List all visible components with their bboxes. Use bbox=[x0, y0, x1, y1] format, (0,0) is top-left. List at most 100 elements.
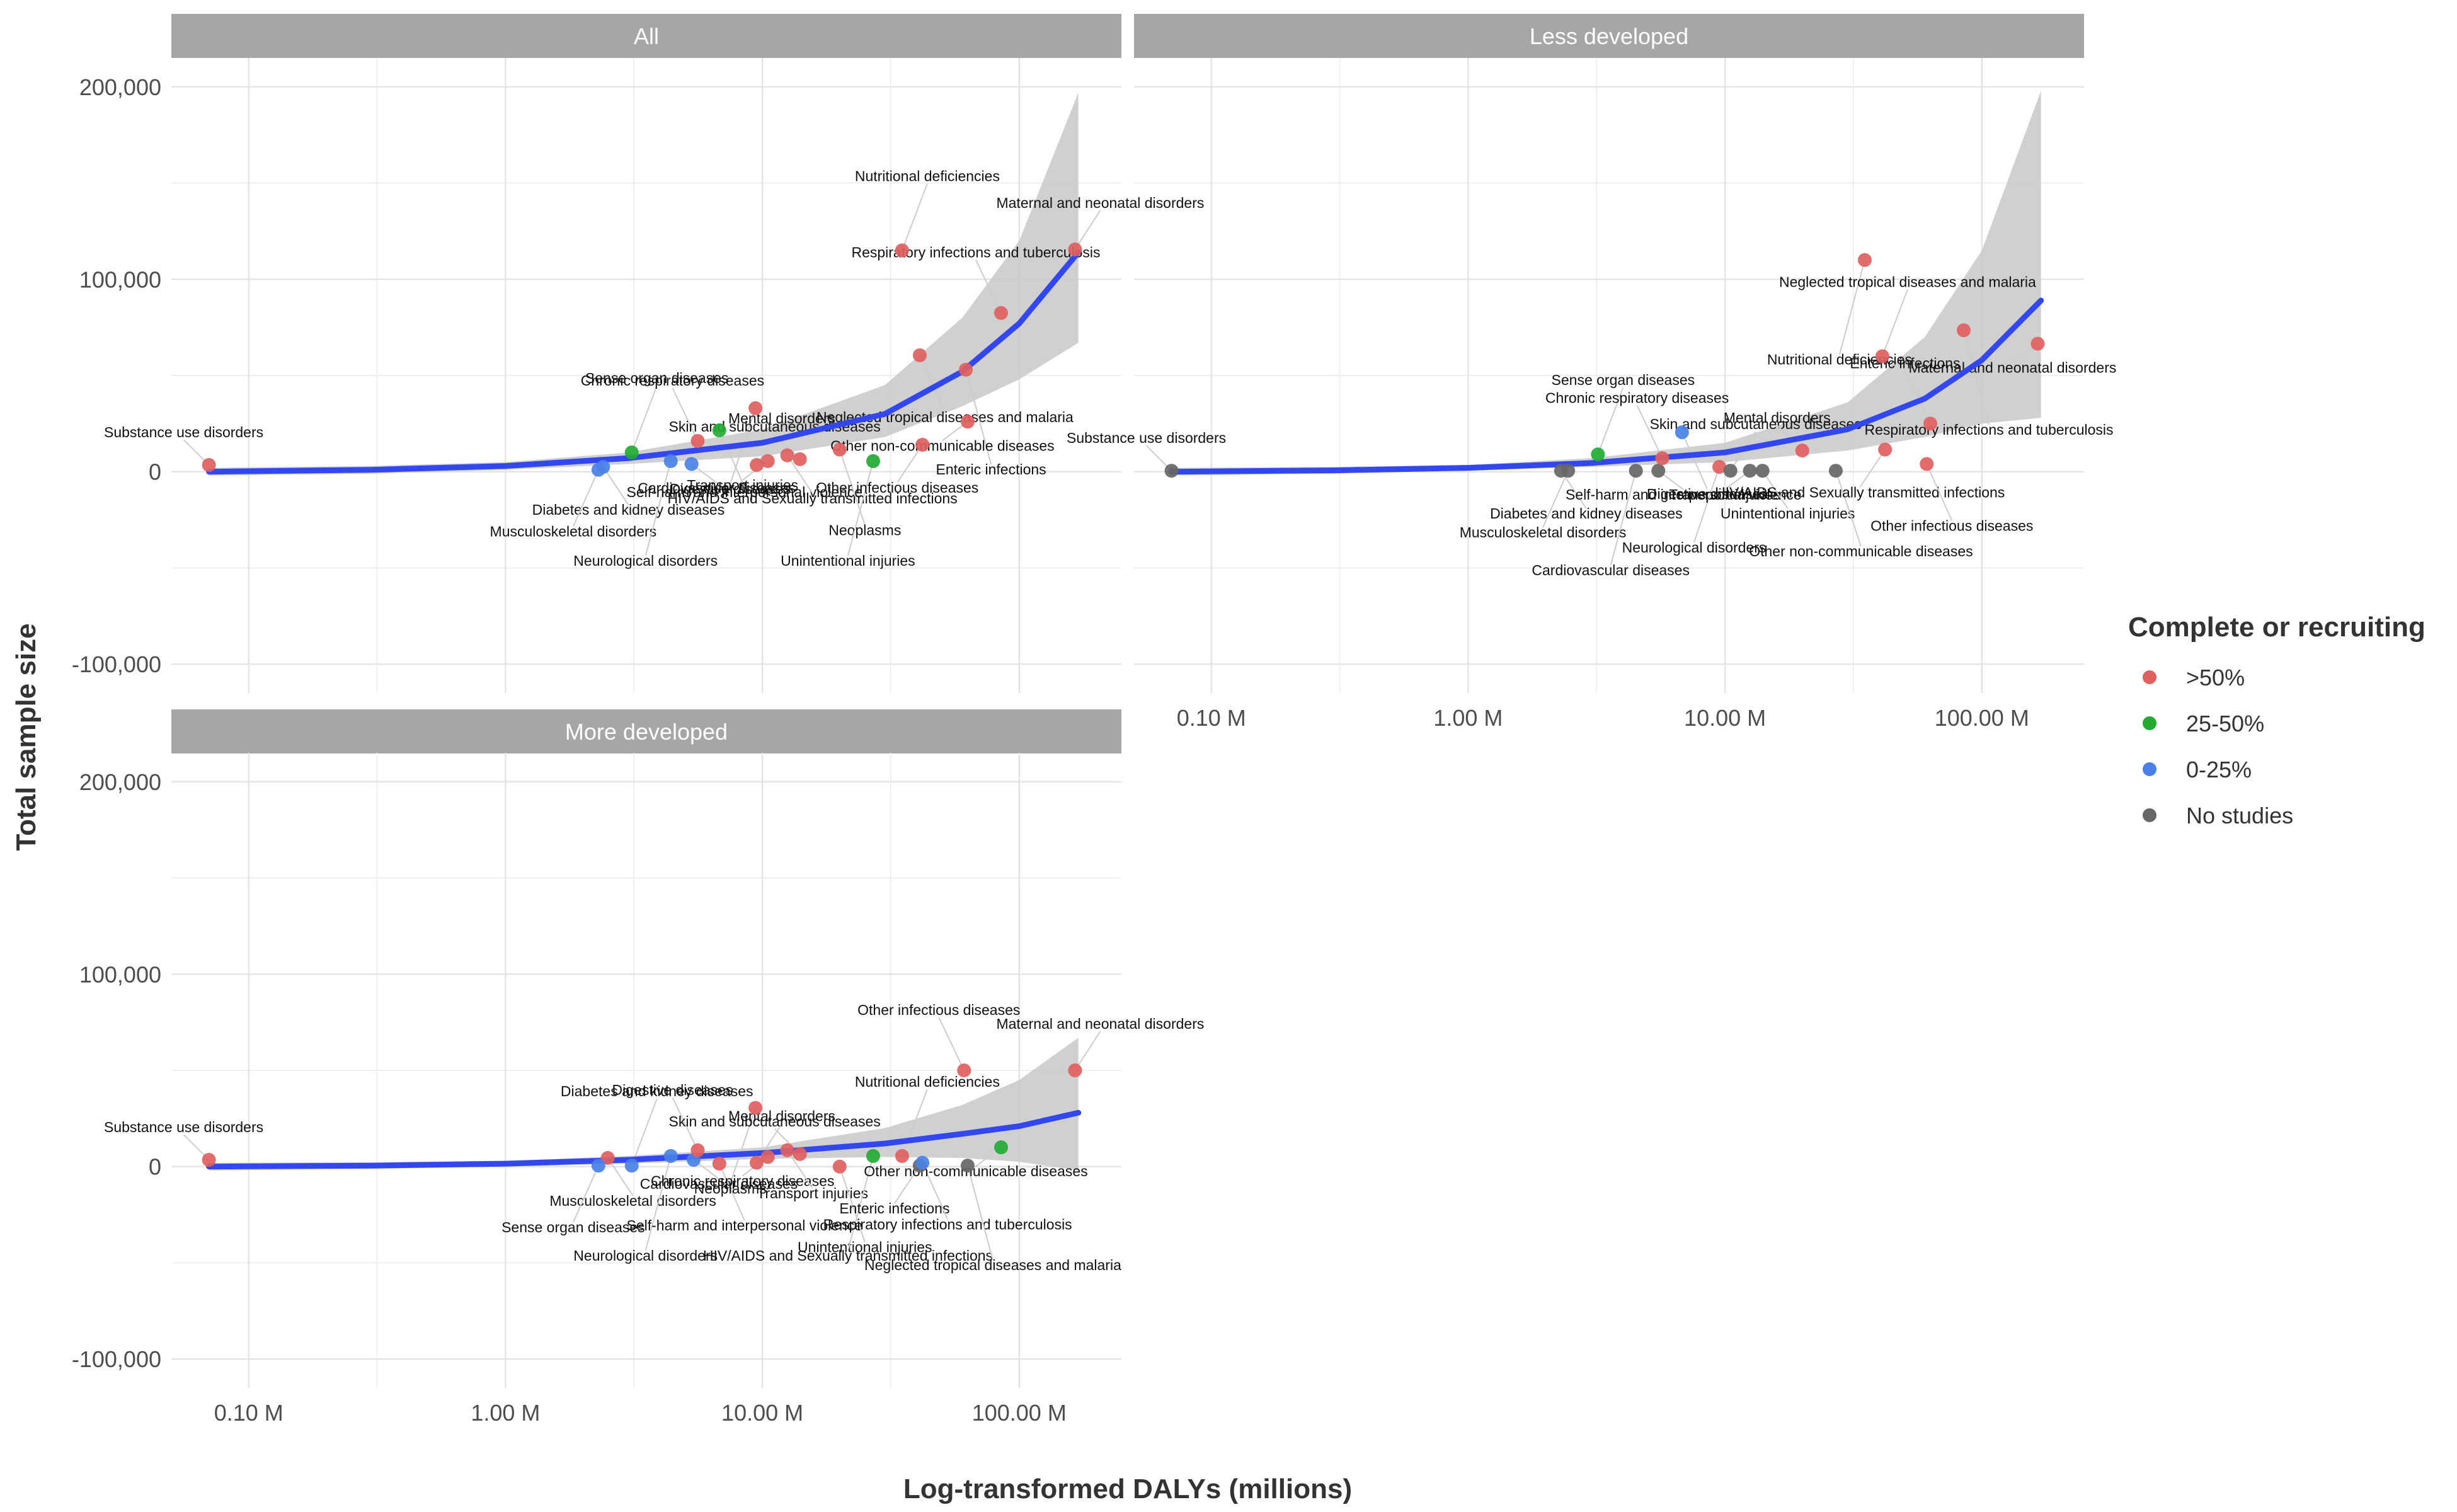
point-label: Cardiovascular diseases bbox=[640, 1176, 798, 1192]
legend-swatch bbox=[2143, 670, 2156, 684]
data-point bbox=[1712, 460, 1727, 474]
label-leader-line bbox=[1926, 464, 1953, 521]
data-point bbox=[750, 1155, 764, 1170]
point-label: Transport injuries bbox=[687, 477, 798, 493]
x-tick-label: 100.00 M bbox=[972, 1400, 1067, 1426]
data-point bbox=[895, 1148, 909, 1163]
point-label: Neurological disorders bbox=[573, 1247, 718, 1264]
data-point bbox=[915, 1155, 930, 1170]
y-axis-title: Total sample size bbox=[11, 623, 42, 850]
label-leader-line bbox=[644, 1155, 672, 1251]
data-point bbox=[994, 1140, 1008, 1155]
label-leader-line bbox=[1761, 470, 1789, 509]
point-label: Sense organ diseases bbox=[501, 1219, 645, 1235]
label-leader-line bbox=[847, 461, 874, 556]
point-label: Neoplasms bbox=[694, 1181, 767, 1197]
label-leader-line bbox=[901, 1089, 928, 1157]
label-leader-line bbox=[1881, 289, 1908, 357]
x-tick-label: 0.10 M bbox=[214, 1400, 284, 1426]
point-label: Mental disorders bbox=[1724, 410, 1831, 426]
data-point bbox=[690, 1143, 705, 1157]
label-leader-line bbox=[607, 1157, 634, 1196]
label-leader-line bbox=[631, 1098, 658, 1166]
data-point bbox=[780, 1143, 794, 1157]
data-point bbox=[750, 458, 764, 472]
data-point bbox=[712, 423, 726, 438]
point-label: Digestive diseases bbox=[670, 481, 791, 497]
point-label: Other non-communicable diseases bbox=[830, 437, 1054, 454]
label-leader-line bbox=[756, 425, 782, 466]
facet-strip bbox=[171, 14, 1121, 58]
y-tick-label: -100,000 bbox=[72, 651, 161, 677]
data-point bbox=[1755, 464, 1770, 478]
point-label: Transport injuries bbox=[757, 1185, 868, 1201]
label-leader-line bbox=[1693, 466, 1720, 543]
point-label: Skin and subcutaneous diseases bbox=[669, 1113, 881, 1130]
trend-line bbox=[1169, 297, 2044, 475]
legend-swatch bbox=[2143, 808, 2156, 822]
point-label: Nutritional deficiencies bbox=[855, 168, 1000, 184]
legend-label: No studies bbox=[2186, 803, 2293, 828]
facet-strip bbox=[171, 709, 1121, 753]
data-point bbox=[1923, 416, 1937, 431]
point-label: Enteric infections bbox=[936, 461, 1046, 478]
point-label: Mental disorders bbox=[728, 410, 835, 427]
point-label: Cardiovascular diseases bbox=[638, 480, 796, 496]
label-leader-line bbox=[1074, 1031, 1101, 1071]
point-label: Transport injuries bbox=[1669, 486, 1780, 503]
panel-less-developed: Less developed 0.10 M 1.00 M 10.00 M 100.00 … bbox=[1067, 14, 2116, 731]
label-leader-line bbox=[1597, 387, 1624, 455]
data-point bbox=[1723, 464, 1738, 478]
x-tick-label: 0.10 M bbox=[1177, 705, 1246, 731]
point-label: Diabetes and kidney diseases bbox=[1490, 505, 1683, 522]
label-leader-line bbox=[1963, 329, 1990, 425]
trend-line bbox=[206, 249, 1082, 475]
data-point bbox=[1629, 464, 1643, 478]
data-point bbox=[591, 462, 605, 477]
label-leader-line bbox=[1681, 432, 1708, 490]
data-point bbox=[202, 1153, 216, 1167]
point-label: Other infectious diseases bbox=[1870, 518, 2033, 534]
label-leader-line bbox=[786, 455, 813, 494]
y-tick-label: 0 bbox=[149, 1154, 161, 1180]
point-label: Digestive diseases bbox=[1647, 486, 1768, 502]
facet-strip-label: Less developed bbox=[1530, 23, 1688, 49]
point-label: Nutritional deficiencies bbox=[855, 1074, 1000, 1090]
label-leader-line bbox=[894, 1165, 920, 1204]
legend-items: >50% 25-50% 0-25% No studies bbox=[2143, 665, 2293, 828]
label-leader-line bbox=[1835, 470, 1862, 547]
point-label: Sense organ diseases bbox=[585, 370, 729, 386]
data-point bbox=[684, 457, 699, 471]
point-label: Other non-communicable diseases bbox=[864, 1163, 1087, 1179]
data-point bbox=[1068, 242, 1082, 256]
data-point bbox=[690, 433, 705, 448]
y-tick-label: 100,000 bbox=[79, 961, 161, 987]
point-label: Self-harm and interpersonal violence bbox=[627, 1217, 863, 1234]
legend: Complete or recruiting >50% 25-50% 0-25% No… bbox=[2128, 612, 2426, 828]
data-point bbox=[1878, 442, 1893, 457]
label-leader-line bbox=[847, 1155, 874, 1251]
label-leader-line bbox=[572, 469, 599, 527]
y-tick-label: 0 bbox=[149, 459, 161, 485]
legend-label: 0-25% bbox=[2186, 757, 2252, 782]
facet-strip-label: More developed bbox=[565, 719, 728, 745]
label-leader-line bbox=[922, 1162, 949, 1220]
point-label: HIV/AIDS and Sexually transmitted infect… bbox=[667, 490, 957, 507]
data-point bbox=[1875, 349, 1889, 364]
x-tick-label: 100.00 M bbox=[1935, 705, 2029, 731]
legend-swatch bbox=[2143, 716, 2156, 730]
point-label: Neoplasms bbox=[828, 522, 901, 539]
data-point bbox=[895, 243, 909, 258]
point-label: Unintentional injuries bbox=[1721, 505, 1855, 522]
point-label: Enteric infections bbox=[839, 1200, 949, 1217]
point-label: Respiratory infections and tuberculosis bbox=[823, 1217, 1072, 1233]
confidence-band bbox=[209, 1038, 1079, 1171]
data-point bbox=[959, 362, 973, 377]
label-leader-line bbox=[672, 1097, 699, 1151]
data-point bbox=[1068, 1063, 1082, 1077]
y-tick-label: 200,000 bbox=[79, 74, 161, 100]
panel-all: All -100,000 0 100,000 200,000 Substance use … bbox=[72, 14, 1204, 693]
label-leader-line bbox=[572, 1165, 599, 1223]
point-label: Neurological disorders bbox=[1622, 539, 1767, 556]
point-label: Unintentional injuries bbox=[781, 553, 915, 569]
